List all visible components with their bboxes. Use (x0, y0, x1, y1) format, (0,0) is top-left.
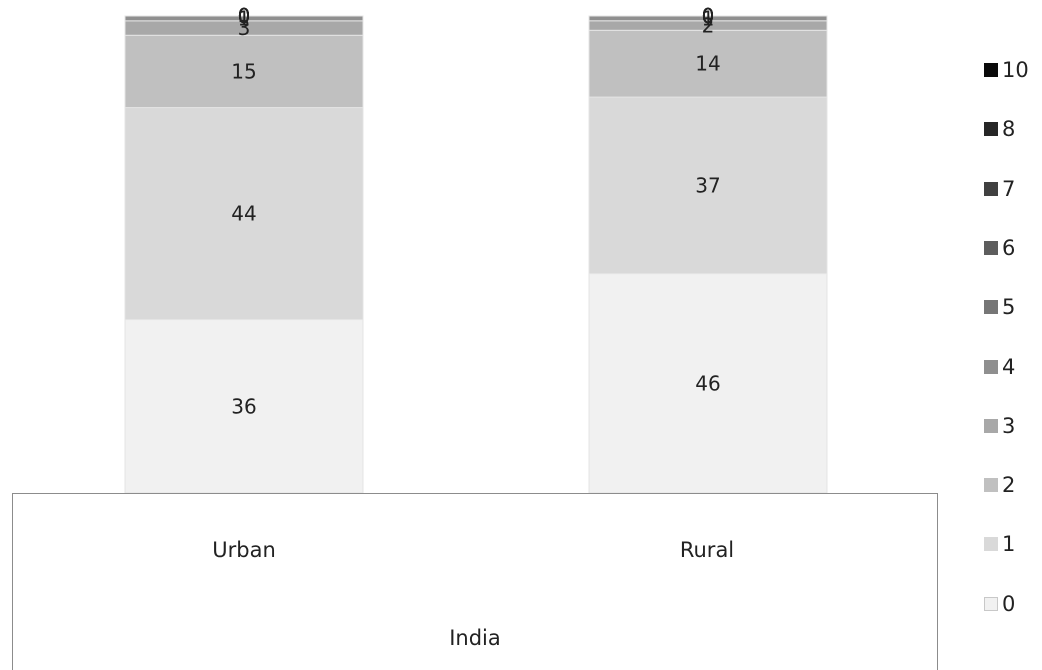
category-axis-box (12, 493, 938, 670)
bar-segment-rural-2 (588, 29, 828, 98)
data-label-urban-8: 0 (238, 4, 251, 28)
legend-swatch-6 (984, 240, 998, 255)
data-label-rural-4: 1 (702, 6, 715, 30)
data-label-urban-10: 0 (238, 4, 251, 28)
bar-segment-rural-4 (588, 15, 828, 22)
data-label-urban-6: 0 (238, 4, 251, 28)
group-label-india: India (449, 626, 501, 650)
legend-swatch-0 (984, 596, 998, 611)
legend-label-6: 6 (1002, 235, 1016, 260)
legend-swatch-10 (984, 63, 998, 77)
legend-swatch-2 (984, 478, 998, 493)
legend-item-1: 1 (984, 532, 1015, 556)
data-label-rural-5: 0 (702, 4, 715, 28)
data-label-rural-2: 14 (695, 52, 720, 76)
legend-label-3: 3 (1002, 413, 1016, 438)
legend-item-7: 7 (984, 177, 1015, 201)
data-label-urban-0: 36 (231, 394, 256, 418)
data-label-rural-6: 0 (702, 4, 715, 28)
data-label-rural-10: 0 (702, 4, 715, 28)
legend-label-7: 7 (1002, 176, 1016, 201)
legend-swatch-1 (984, 537, 998, 552)
data-label-urban-7: 0 (238, 4, 251, 28)
legend-label-8: 8 (1002, 117, 1016, 142)
legend-swatch-8 (984, 122, 998, 137)
data-label-rural-7: 0 (702, 4, 715, 28)
legend-item-5: 5 (984, 295, 1015, 319)
data-label-urban-5: 0 (238, 4, 251, 28)
legend-label-10: 10 (1002, 58, 1029, 82)
legend-label-4: 4 (1002, 354, 1016, 379)
legend-label-5: 5 (1002, 295, 1016, 320)
legend-swatch-7 (984, 181, 998, 196)
legend-item-0: 0 (984, 592, 1015, 616)
bar-segment-urban-4 (124, 15, 364, 22)
legend-swatch-4 (984, 359, 998, 374)
data-label-rural-0: 46 (695, 371, 720, 395)
data-label-urban-3: 3 (238, 16, 251, 40)
data-label-urban-2: 15 (231, 59, 256, 83)
bar-segment-urban-1 (124, 107, 364, 321)
data-label-urban-1: 44 (231, 202, 256, 226)
bars-layer (124, 15, 828, 494)
legend-swatch-3 (984, 418, 998, 433)
data-label-rural-8: 0 (702, 4, 715, 28)
bar-segment-rural-0 (588, 273, 828, 494)
legend-item-4: 4 (984, 355, 1015, 379)
bar-segment-urban-0 (124, 319, 364, 494)
legend-item-10: 10 (984, 58, 1029, 82)
legend-label-1: 1 (1002, 532, 1016, 557)
legend-label-0: 0 (1002, 591, 1016, 616)
legend-item-6: 6 (984, 236, 1015, 260)
legend-item-2: 2 (984, 473, 1015, 497)
bar-segment-rural-1 (588, 96, 828, 275)
legend-item-8: 8 (984, 117, 1015, 141)
category-label-urban: Urban (212, 538, 276, 562)
legend-swatch-5 (984, 300, 998, 315)
data-label-rural-1: 37 (695, 173, 720, 197)
legend-label-2: 2 (1002, 473, 1016, 498)
data-label-rural-3: 2 (702, 14, 715, 38)
category-label-rural: Rural (679, 538, 735, 562)
legend-item-3: 3 (984, 414, 1015, 438)
data-label-urban-4: 1 (238, 6, 251, 30)
